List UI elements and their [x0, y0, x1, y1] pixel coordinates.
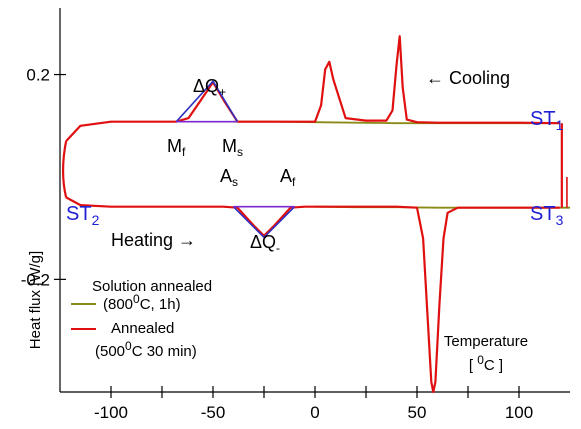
- as-label: As: [220, 166, 238, 189]
- ms-label: Ms: [222, 136, 243, 159]
- cooling-label: ← Cooling: [426, 68, 510, 88]
- y-tick-label: -0.2: [21, 270, 50, 289]
- series-0-cooling-line: [65, 35, 560, 142]
- annealed-left-closure: [61, 140, 68, 198]
- legend-entry2-line2: (5000C 30 min): [95, 339, 197, 360]
- legend-entry2-line1: Annealed: [111, 320, 174, 337]
- y-axis-title: Heat flux [W/g]: [27, 251, 44, 349]
- dq-minus-triangle: [232, 206, 296, 239]
- x-tick-label: -100: [94, 403, 128, 422]
- dq-minus-label: ΔQ-: [250, 232, 280, 255]
- heating-label: Heating →: [111, 230, 196, 250]
- x-axis-title: Temperature: [444, 333, 528, 350]
- x-tick-label: 100: [505, 403, 533, 422]
- st1-label: ST1: [530, 108, 564, 133]
- x-tick-label: 50: [408, 403, 427, 422]
- series-0-heating-line: [65, 196, 560, 394]
- dq-plus-triangle: [175, 79, 239, 123]
- legend: Solution annealed (8000C, 1h) Annealed (…: [71, 278, 212, 360]
- mf-label: Mf: [167, 136, 186, 159]
- af-label: Af: [280, 166, 296, 189]
- x-axis-unit: [ 0C ]: [469, 353, 503, 374]
- x-tick-label: -50: [201, 403, 226, 422]
- series-layer: [61, 35, 570, 394]
- legend-entry1-line1: Solution annealed: [92, 278, 212, 295]
- ticks: -100 -50 0 50 100 0.2 -0.2: [21, 66, 533, 422]
- y-tick-label: 0.2: [26, 66, 50, 85]
- dq-plus-label: ΔQ+: [193, 76, 226, 99]
- x-tick-label: 0: [310, 403, 319, 422]
- legend-entry1-line2: (8000C, 1h): [103, 292, 181, 313]
- triangles: [175, 79, 296, 239]
